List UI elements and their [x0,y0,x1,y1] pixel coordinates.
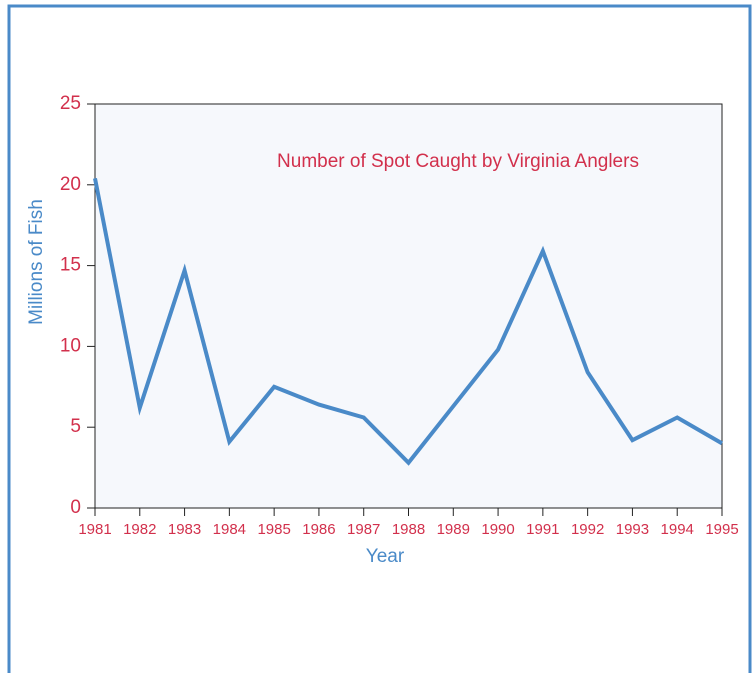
y-tick-label: 25 [60,93,81,114]
x-tick-label: 1986 [302,521,335,538]
x-tick-label: 1987 [347,521,380,538]
y-tick-label: 10 [60,335,81,356]
x-tick-label: 1990 [481,521,514,538]
y-axis-label: Millions of Fish [26,199,47,325]
y-tick-label: 15 [60,255,81,276]
y-tick-label: 20 [60,174,81,195]
x-axis-label: Year [366,546,405,567]
data-line [93,177,723,466]
x-tick-label: 1995 [705,521,738,538]
x-tick-label: 1989 [437,521,470,538]
y-tick-label: 5 [70,416,81,437]
chart-title: Number of Spot Caught by Virginia Angler… [277,151,639,172]
x-tick-label: 1981 [78,521,111,538]
x-tick-label: 1982 [123,521,156,538]
x-tick-label: 1985 [257,521,290,538]
x-tick-label: 1991 [526,521,559,538]
x-tick-label: 1983 [168,521,201,538]
x-tick-label: 1993 [616,521,649,538]
x-tick-label: 1988 [392,521,425,538]
y-tick-label: 0 [70,497,81,518]
x-tick-label: 1994 [661,521,694,538]
x-tick-label: 1992 [571,521,604,538]
frame [7,4,752,673]
x-tick-label: 1984 [213,521,246,538]
